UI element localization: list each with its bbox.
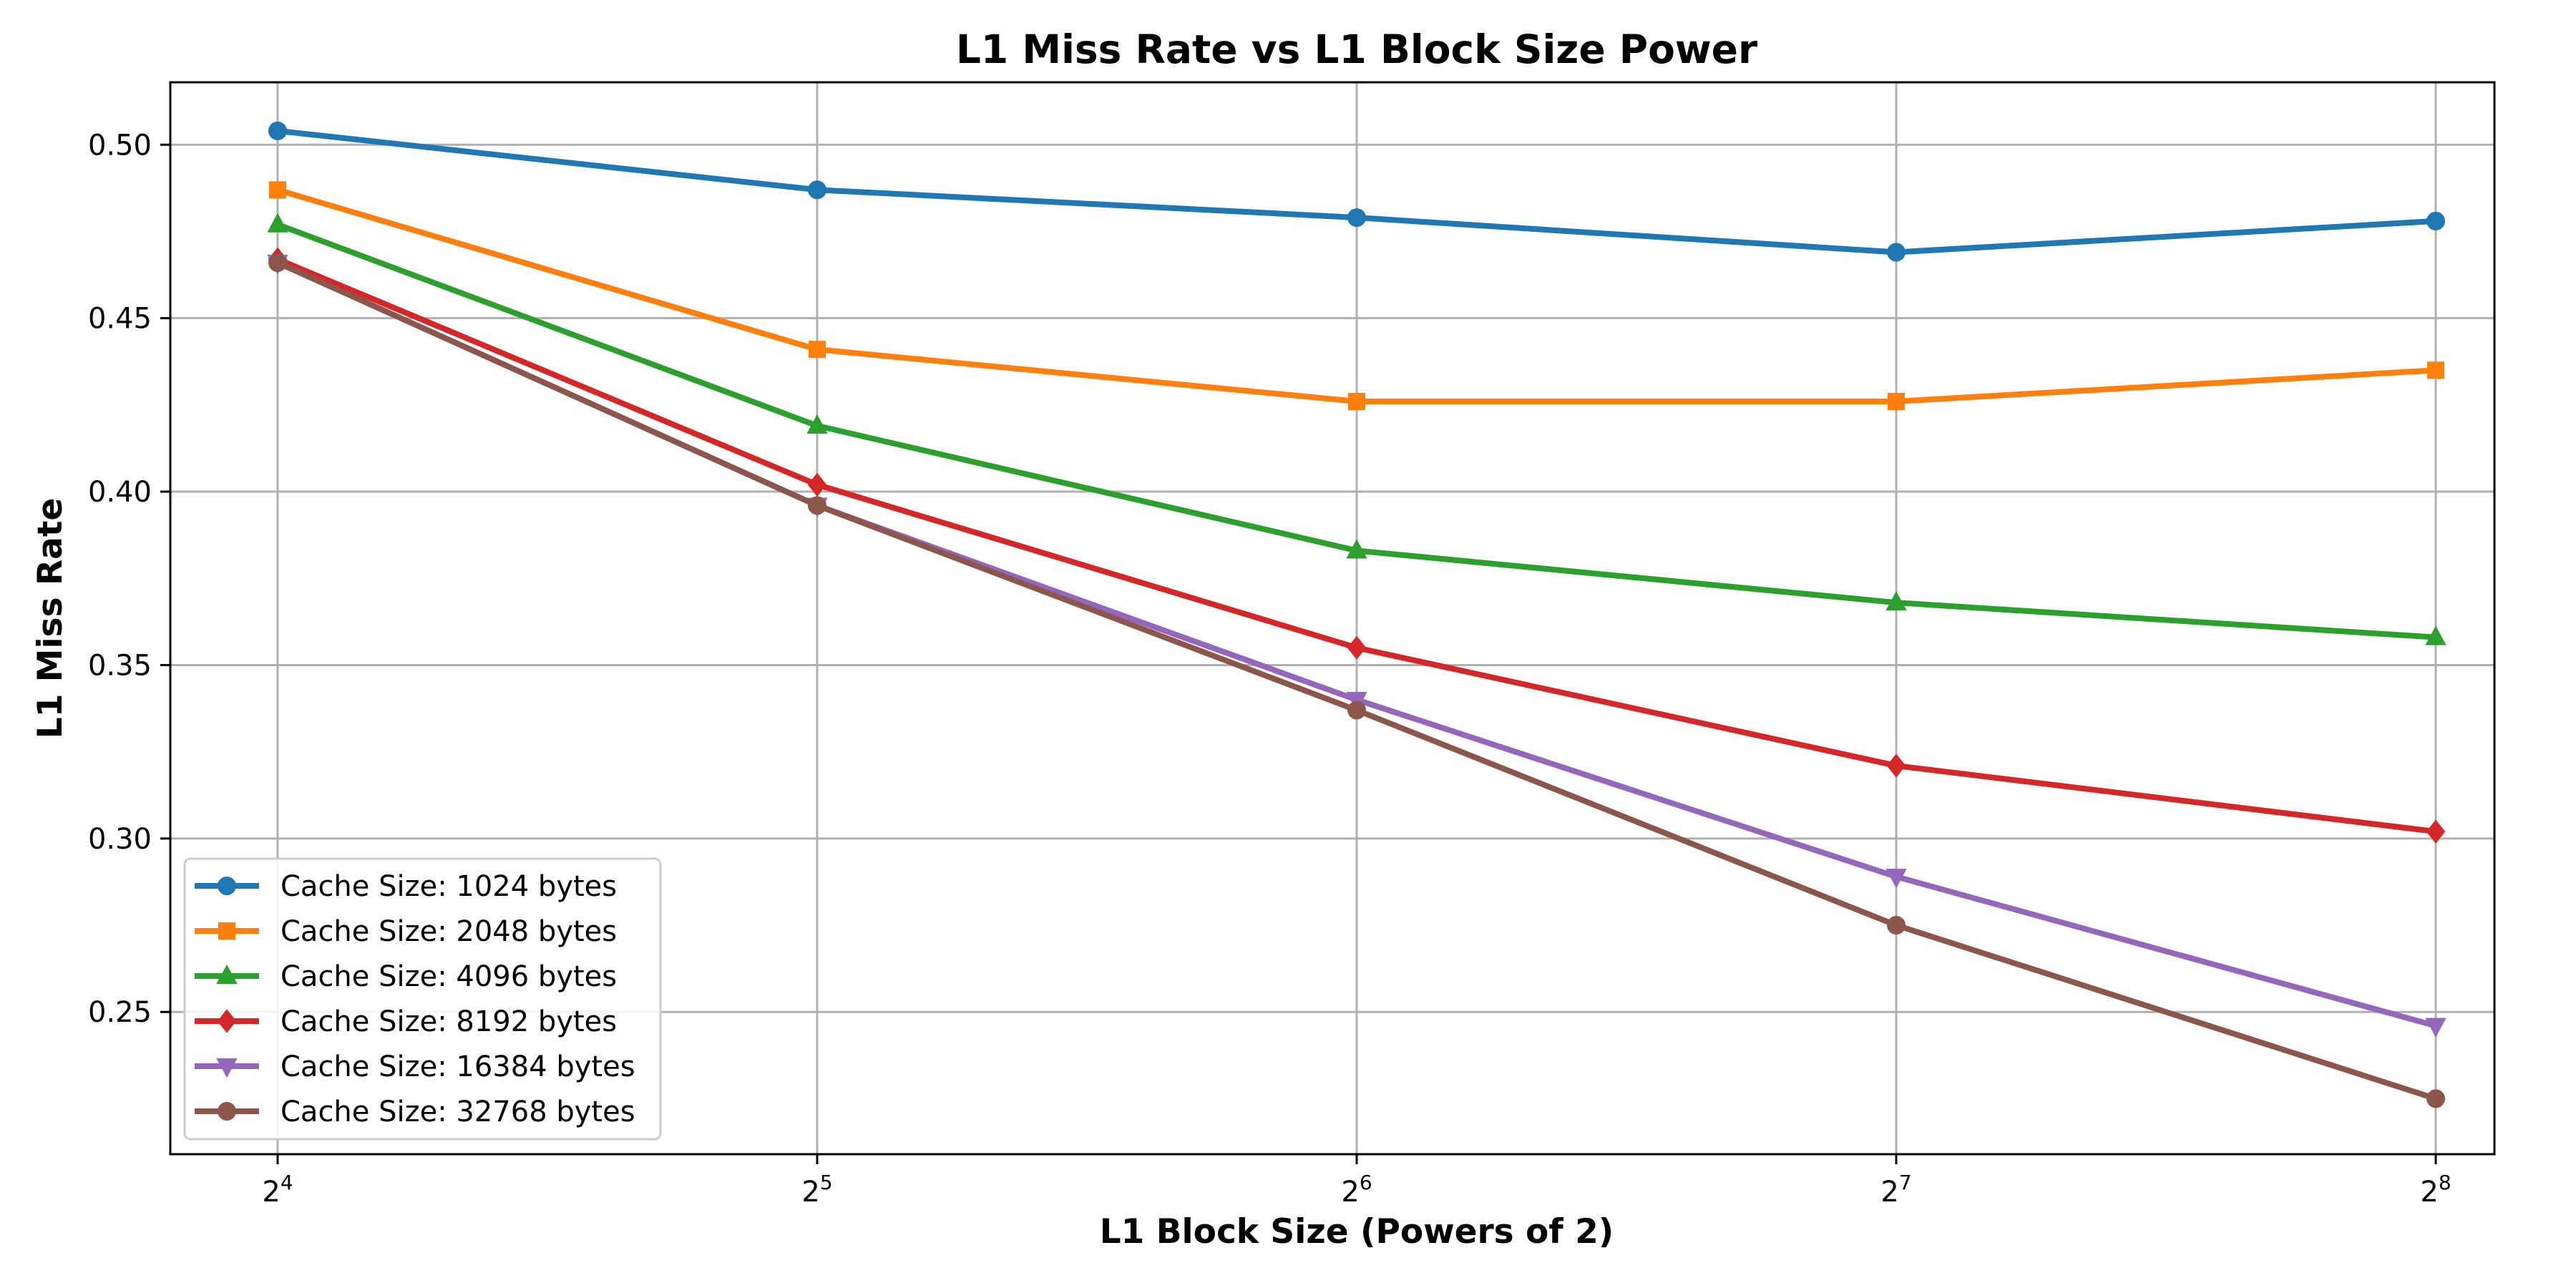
data-point (2426, 819, 2446, 844)
legend-label: Cache Size: 2048 bytes (280, 915, 617, 948)
data-point (269, 181, 286, 199)
data-point (1887, 916, 1906, 935)
plot-frame (169, 81, 2496, 1156)
data-point (2426, 211, 2445, 230)
legend-marker (216, 1058, 238, 1078)
data-point (809, 341, 826, 358)
legend-item: Cache Size: 2048 bytes (195, 915, 617, 948)
data-point (806, 414, 828, 434)
legend-label: Cache Size: 1024 bytes (280, 870, 617, 903)
x-tick-label: 25 (801, 1171, 832, 1209)
data-point (1346, 539, 1367, 559)
x-tick-label: 28 (2420, 1171, 2451, 1209)
data-point (1347, 635, 1367, 660)
data-point (1347, 208, 1366, 228)
data-point (1347, 701, 1366, 720)
y-tick-label: 0.40 (88, 476, 152, 509)
series-1 (268, 121, 2445, 262)
y-tick-label: 0.35 (88, 649, 152, 682)
data-point (2425, 625, 2446, 645)
data-point (1348, 393, 1365, 411)
legend-box (183, 857, 662, 1141)
data-point (808, 180, 826, 200)
legend-label: Cache Size: 8192 bytes (280, 1005, 617, 1038)
legend-item: Cache Size: 8192 bytes (195, 1005, 617, 1038)
data-point (268, 253, 287, 273)
legend-label: Cache Size: 32768 bytes (280, 1096, 635, 1128)
series-3 (267, 213, 2446, 645)
legend-marker (218, 922, 235, 940)
data-point (1885, 591, 1907, 611)
data-point (1888, 393, 1905, 411)
data-point (2425, 1018, 2446, 1038)
legend-item: Cache Size: 32768 bytes (195, 1096, 635, 1128)
data-point (268, 121, 287, 140)
y-axis: 0.25 0.30 0.35 0.40 0.45 0.50 (88, 129, 170, 1029)
y-axis-label: L1 Miss Rate (31, 498, 70, 738)
y-tick-label: 0.50 (88, 129, 152, 162)
legend-marker (217, 1009, 237, 1033)
y-tick-label: 0.30 (88, 823, 152, 856)
data-point (807, 472, 827, 497)
series-2 (269, 181, 2444, 411)
legend-label: Cache Size: 4096 bytes (280, 960, 617, 993)
grid (170, 82, 2494, 1154)
data-point (2426, 1089, 2445, 1108)
x-tick-label: 26 (1341, 1171, 1372, 1209)
chart-title: L1 Miss Rate vs L1 Block Size Power (956, 26, 1757, 72)
data-point (808, 496, 826, 515)
data-point (1886, 753, 1906, 778)
x-tick-label: 24 (262, 1171, 293, 1209)
legend-label: Cache Size: 16384 bytes (280, 1050, 635, 1083)
legend-item: Cache Size: 16384 bytes (195, 1050, 635, 1083)
y-tick-label: 0.45 (88, 303, 152, 336)
legend: Cache Size: 1024 bytes Cache Size: 2048 b… (183, 857, 662, 1141)
data-point (1887, 243, 1906, 262)
legend-marker (218, 877, 236, 895)
legend-item: Cache Size: 1024 bytes (195, 870, 617, 903)
legend-marker (218, 1102, 236, 1121)
data-point (1885, 869, 1907, 889)
y-tick-label: 0.25 (88, 996, 152, 1029)
x-axis-label: L1 Block Size (Powers of 2) (1100, 1212, 1614, 1252)
x-tick-label: 27 (1880, 1171, 1911, 1209)
series-6 (268, 253, 2445, 1108)
data-point (2427, 361, 2444, 379)
legend-item: Cache Size: 4096 bytes (195, 960, 617, 993)
x-axis: 24 25 26 27 28 (262, 1154, 2451, 1209)
data-point (267, 213, 288, 233)
series-layer (267, 121, 2446, 1108)
legend-marker (216, 964, 238, 984)
